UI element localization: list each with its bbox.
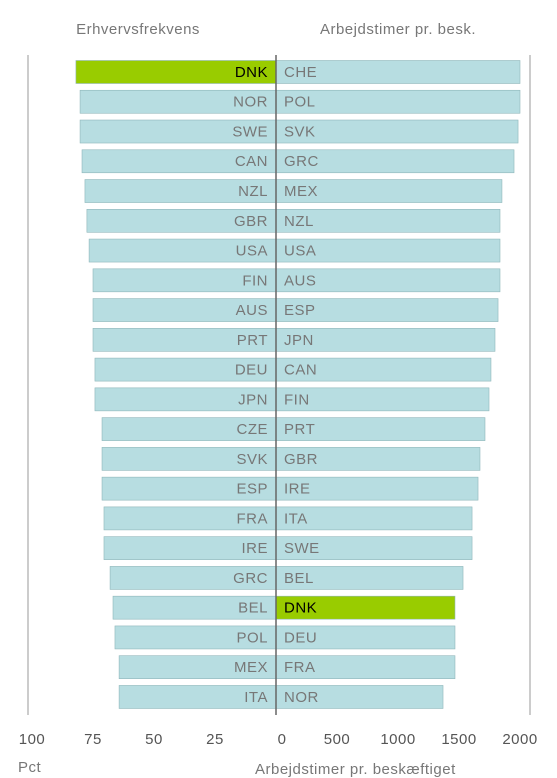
x-tick-label: 2000 — [502, 731, 537, 748]
x-tick-label: 1000 — [380, 731, 415, 748]
category-label: NZL — [284, 213, 314, 230]
category-label: MEX — [234, 659, 268, 676]
category-label: SWE — [284, 540, 320, 557]
category-label: GBR — [284, 451, 318, 468]
category-label: CAN — [284, 362, 317, 379]
category-label: IRE — [284, 481, 311, 498]
x-tick-label: 500 — [324, 731, 351, 748]
category-label: SWE — [232, 123, 268, 140]
right-title: Arbejdstimer pr. besk. — [320, 21, 476, 38]
category-label: GBR — [234, 213, 268, 230]
category-label: GRC — [284, 153, 319, 170]
category-label: AUS — [284, 272, 316, 289]
category-label: DNK — [284, 600, 317, 617]
x-tick-label: 75 — [84, 731, 102, 748]
x-tick-label: 25 — [206, 731, 224, 748]
category-label: FIN — [284, 391, 310, 408]
category-label: AUS — [236, 302, 268, 319]
category-label: USA — [284, 243, 316, 260]
category-label: BEL — [238, 600, 268, 617]
category-label: ESP — [284, 302, 316, 319]
category-label: FRA — [237, 510, 269, 527]
category-label: FIN — [242, 272, 268, 289]
category-label: ESP — [236, 481, 268, 498]
category-label: ITA — [244, 689, 268, 706]
category-label: SVK — [284, 123, 316, 140]
category-label: DEU — [284, 629, 317, 646]
category-label: POL — [284, 94, 316, 111]
category-label: DEU — [235, 362, 268, 379]
category-label: MEX — [284, 183, 318, 200]
category-label: CHE — [284, 64, 317, 81]
category-label: PRT — [237, 332, 268, 349]
category-label: NOR — [284, 689, 319, 706]
category-label: IRE — [241, 540, 268, 557]
x-tick-label: 100 — [19, 731, 46, 748]
category-label: GRC — [233, 570, 268, 587]
category-label: DNK — [235, 64, 268, 81]
category-label: CZE — [237, 421, 269, 438]
category-label: BEL — [284, 570, 314, 587]
category-label: NZL — [238, 183, 268, 200]
category-label: CAN — [235, 153, 268, 170]
x-tick-label: 50 — [145, 731, 163, 748]
category-label: NOR — [233, 94, 268, 111]
left-axis-label: Pct — [18, 759, 42, 776]
category-label: USA — [236, 243, 268, 260]
right-axis-label: Arbejdstimer pr. beskæftiget — [255, 761, 456, 778]
x-tick-label: 0 — [278, 731, 287, 748]
category-label: PRT — [284, 421, 315, 438]
category-label: JPN — [238, 391, 268, 408]
x-tick-label: 1500 — [441, 731, 476, 748]
left-title: Erhvervsfrekvens — [76, 21, 200, 38]
category-label: JPN — [284, 332, 314, 349]
category-label: SVK — [236, 451, 268, 468]
category-label: ITA — [284, 510, 308, 527]
category-label: POL — [236, 629, 268, 646]
category-label: FRA — [284, 659, 316, 676]
